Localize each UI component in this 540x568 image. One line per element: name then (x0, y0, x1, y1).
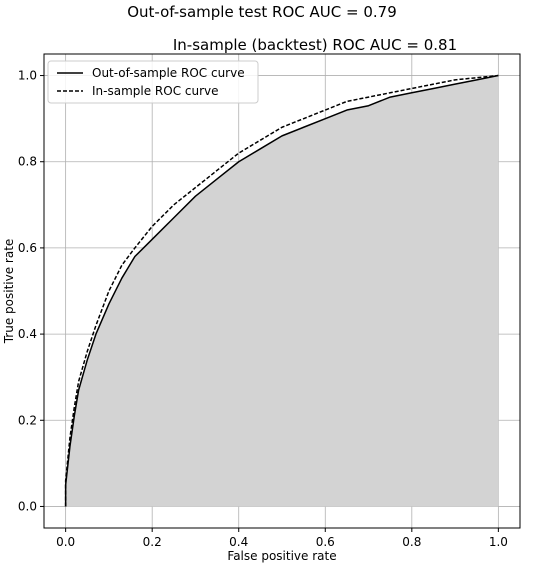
out-of-sample-roc-line (64, 74, 499, 507)
y-tick-label: 0.2 (18, 413, 37, 427)
plot-area-border (43, 53, 521, 529)
x-tick-label: 0.8 (402, 535, 421, 549)
chart-subtitle: In-sample (backtest) ROC AUC = 0.81 (172, 36, 458, 54)
x-tick-label: 0.2 (143, 535, 162, 549)
x-axis-label: False positive rate (227, 549, 336, 563)
y-tick-label: 0.8 (18, 155, 37, 169)
area-under-out-of-sample-curve (65, 75, 499, 507)
chart-title: Out-of-sample test ROC AUC = 0.79 (127, 3, 397, 21)
x-tick-label: 1.0 (489, 535, 508, 549)
area-fill (65, 75, 499, 507)
x-tick-label: 0.4 (229, 535, 248, 549)
legend-label-in-sample: In-sample ROC curve (92, 84, 219, 98)
legend-box (47, 60, 259, 104)
y-tick-label: 0.4 (18, 327, 37, 341)
plot-frame (43, 53, 521, 529)
x-tick-label: 0.0 (56, 535, 75, 549)
y-tick-label: 1.0 (18, 69, 37, 83)
y-tick-label: 0.0 (18, 499, 37, 513)
legend-label-out-of-sample: Out-of-sample ROC curve (92, 66, 245, 80)
y-axis-label: True positive rate (2, 239, 16, 345)
x-tick-label: 0.6 (316, 535, 335, 549)
legend: Out-of-sample ROC curve In-sample ROC cu… (47, 60, 259, 104)
y-tick-label: 0.6 (18, 241, 37, 255)
series-lines (64, 74, 499, 507)
axis-ticks: 0.0 0.2 0.4 0.6 0.8 1.0 0.0 0.2 0.4 0.6 0.8 1.0 (18, 69, 508, 549)
in-sample-roc-line (64, 74, 499, 507)
